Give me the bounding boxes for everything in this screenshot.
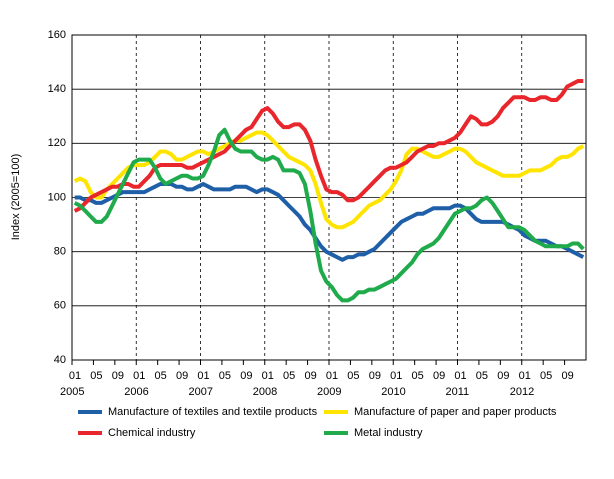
x-tick-label: 01: [519, 370, 531, 382]
x-tick-label: 01: [390, 370, 402, 382]
legend-label: Manufacture of paper and paper products: [354, 406, 557, 418]
x-tick-label: 01: [133, 370, 145, 382]
y-tick-label: 80: [54, 246, 66, 258]
y-tick-label: 160: [48, 29, 66, 41]
year-label: 2011: [446, 386, 470, 398]
x-tick-label: 05: [90, 370, 102, 382]
x-tick-label: 09: [433, 370, 445, 382]
series-line: [73, 127, 585, 303]
x-tick-label: 05: [412, 370, 424, 382]
x-tick-label: 05: [476, 370, 488, 382]
x-tick-label: 01: [454, 370, 466, 382]
x-tick-label: 01: [197, 370, 209, 382]
year-label: 2008: [253, 386, 277, 398]
year-label: 2005: [60, 386, 84, 398]
series-line: [73, 79, 584, 213]
y-tick-label: 100: [48, 191, 66, 203]
x-tick-label: 09: [561, 370, 573, 382]
series-line: [74, 182, 585, 262]
x-tick-label: 09: [240, 370, 252, 382]
x-tick-label: 05: [219, 370, 231, 382]
y-axis-label: Index (2005=100): [10, 154, 22, 241]
series-line: [73, 130, 585, 230]
x-tick-label: 01: [262, 370, 274, 382]
year-label: 2009: [317, 386, 341, 398]
y-tick-label: 60: [54, 300, 66, 312]
y-tick-label: 40: [54, 354, 66, 366]
year-label: 2007: [189, 386, 213, 398]
x-tick-label: 09: [112, 370, 124, 382]
year-label: 2010: [381, 386, 405, 398]
x-tick-label: 09: [304, 370, 316, 382]
x-tick-label: 05: [155, 370, 167, 382]
legend-label: Metal industry: [354, 427, 423, 439]
legend-label: Chemical industry: [108, 427, 196, 439]
x-tick-label: 09: [369, 370, 381, 382]
x-tick-label: 05: [283, 370, 295, 382]
x-tick-label: 01: [69, 370, 81, 382]
year-label: 2006: [124, 386, 148, 398]
x-tick-label: 01: [326, 370, 338, 382]
year-label: 2012: [510, 386, 534, 398]
x-tick-label: 09: [497, 370, 509, 382]
x-tick-label: 09: [176, 370, 188, 382]
y-tick-label: 120: [48, 137, 66, 149]
legend-label: Manufacture of textiles and textile prod…: [108, 406, 318, 418]
x-tick-label: 05: [540, 370, 552, 382]
y-tick-label: 140: [48, 83, 66, 95]
x-tick-label: 05: [347, 370, 359, 382]
